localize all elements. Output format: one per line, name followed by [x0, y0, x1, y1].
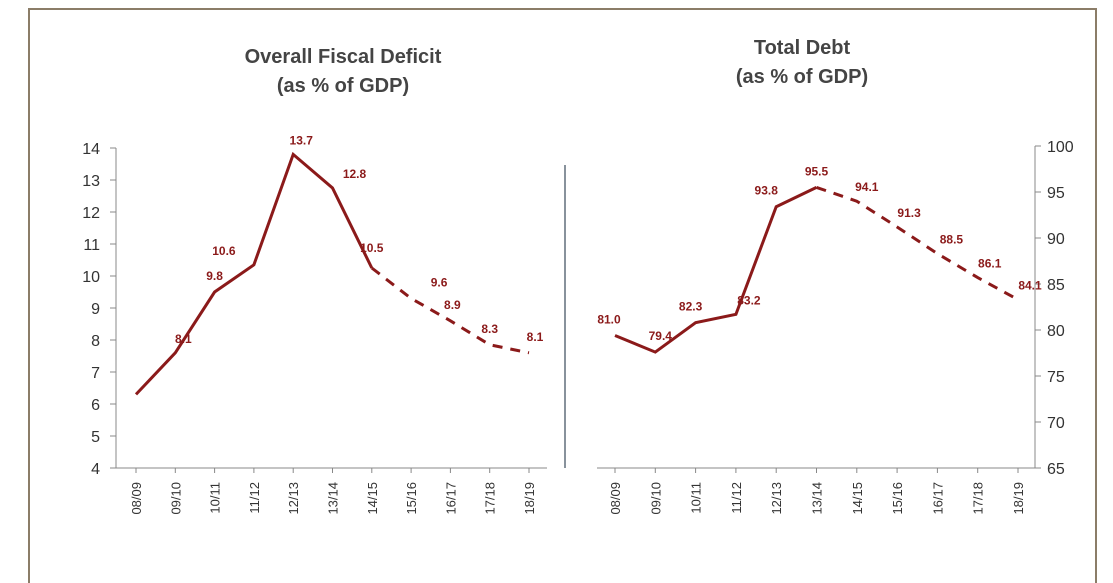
right-data-label: 82.3: [679, 300, 703, 314]
left-x-tick-label: 15/16: [404, 482, 419, 515]
right-data-label: 86.1: [978, 257, 1002, 271]
right-data-label: 88.5: [940, 233, 964, 247]
right-y-tick-label: 80: [1047, 323, 1065, 340]
right-x-tick-label: 17/18: [971, 482, 986, 515]
left-x-tick-label: 16/17: [443, 482, 458, 515]
left-y-tick-label: 4: [91, 461, 100, 478]
right-y-tick-label: 85: [1047, 277, 1065, 294]
right-x-tick-label: 15/16: [890, 482, 905, 515]
right-chart-title-line1: Total Debt: [754, 37, 851, 59]
left-y-tick-label: 9: [91, 301, 100, 318]
left-y-tick-label: 14: [82, 141, 100, 158]
left-x-tick-label: 13/14: [326, 482, 341, 515]
left-data-label: 10.5: [360, 241, 384, 255]
left-y-tick-label: 11: [83, 237, 100, 254]
left-y-tick-label: 12: [82, 205, 100, 222]
left-series-line-actual: [134, 151, 374, 396]
left-chart-title-line1: Overall Fiscal Deficit: [245, 46, 442, 68]
right-x-tick-label: 08/09: [608, 482, 623, 515]
right-x-tick-label: 12/13: [769, 482, 784, 515]
left-data-label: 12.8: [343, 167, 367, 181]
left-y-tick-label: 7: [91, 365, 100, 382]
left-data-label: 9.8: [206, 269, 223, 283]
left-x-tick-label: 18/19: [522, 482, 537, 515]
right-x-tick-label: 16/17: [930, 482, 945, 515]
right-data-label: 83.2: [737, 293, 761, 307]
left-x-tick-label: 12/13: [286, 482, 301, 515]
left-data-label: 10.6: [212, 244, 236, 258]
right-y-tick-label: 70: [1047, 415, 1065, 432]
right-chart-title-line2: (as % of GDP): [736, 66, 868, 88]
right-data-label: 81.0: [597, 313, 621, 327]
right-data-label: 94.1: [855, 180, 879, 194]
left-y-tick-label: 8: [91, 333, 100, 350]
right-data-label: 79.4: [649, 329, 673, 343]
right-x-tick-label: 11/12: [729, 482, 744, 514]
left-data-label: 8.1: [527, 330, 544, 344]
left-data-label: 9.6: [431, 275, 448, 289]
left-x-tick-label: 17/18: [483, 482, 498, 515]
chart-frame: [28, 8, 1097, 583]
left-y-tick-label: 6: [91, 397, 100, 414]
right-y-tick-label: 100: [1047, 139, 1074, 156]
left-data-label: 8.9: [444, 298, 461, 312]
right-series-line-actual: [614, 186, 818, 354]
left-data-label: 8.1: [175, 332, 192, 346]
right-data-label: 95.5: [805, 164, 829, 178]
left-x-tick-label: 11/12: [247, 482, 262, 514]
left-y-tick-label: 13: [82, 173, 100, 190]
left-x-tick-label: 14/15: [365, 482, 380, 515]
right-x-tick-label: 18/19: [1011, 482, 1026, 515]
right-series-line-projected: [816, 185, 1019, 301]
left-data-label: 13.7: [290, 133, 314, 147]
left-y-tick-label: 10: [82, 269, 100, 286]
left-chart: 14 13 12 11 10 9 8 7 6 5 4 08/09 09/10 10/11 11/12 12/1…: [82, 133, 547, 515]
left-x-tick-label: 08/09: [129, 482, 144, 515]
left-y-tick-label: 5: [91, 429, 100, 446]
right-y-tick-label: 65: [1047, 461, 1065, 478]
right-data-label: 93.8: [755, 184, 779, 198]
right-x-tick-label: 14/15: [850, 482, 865, 515]
left-chart-title-line2: (as % of GDP): [277, 75, 409, 97]
right-chart: 100 95 90 85 80 75 70 65 08/09 09/10 10/11 11/12 12/…: [597, 139, 1074, 515]
right-data-label: 91.3: [897, 206, 921, 220]
right-x-tick-label: 10/11: [689, 482, 704, 514]
right-x-tick-label: 13/14: [810, 482, 825, 515]
left-series-line-projected: [370, 266, 530, 355]
left-x-tick-label: 10/11: [208, 482, 223, 514]
left-x-tick-label: 09/10: [168, 482, 183, 515]
right-y-tick-label: 95: [1047, 185, 1065, 202]
right-data-label: 84.1: [1018, 279, 1042, 293]
right-x-tick-label: 09/10: [648, 482, 663, 515]
right-y-tick-label: 90: [1047, 231, 1065, 248]
right-y-tick-label: 75: [1047, 369, 1065, 386]
left-data-label: 8.3: [481, 322, 498, 336]
